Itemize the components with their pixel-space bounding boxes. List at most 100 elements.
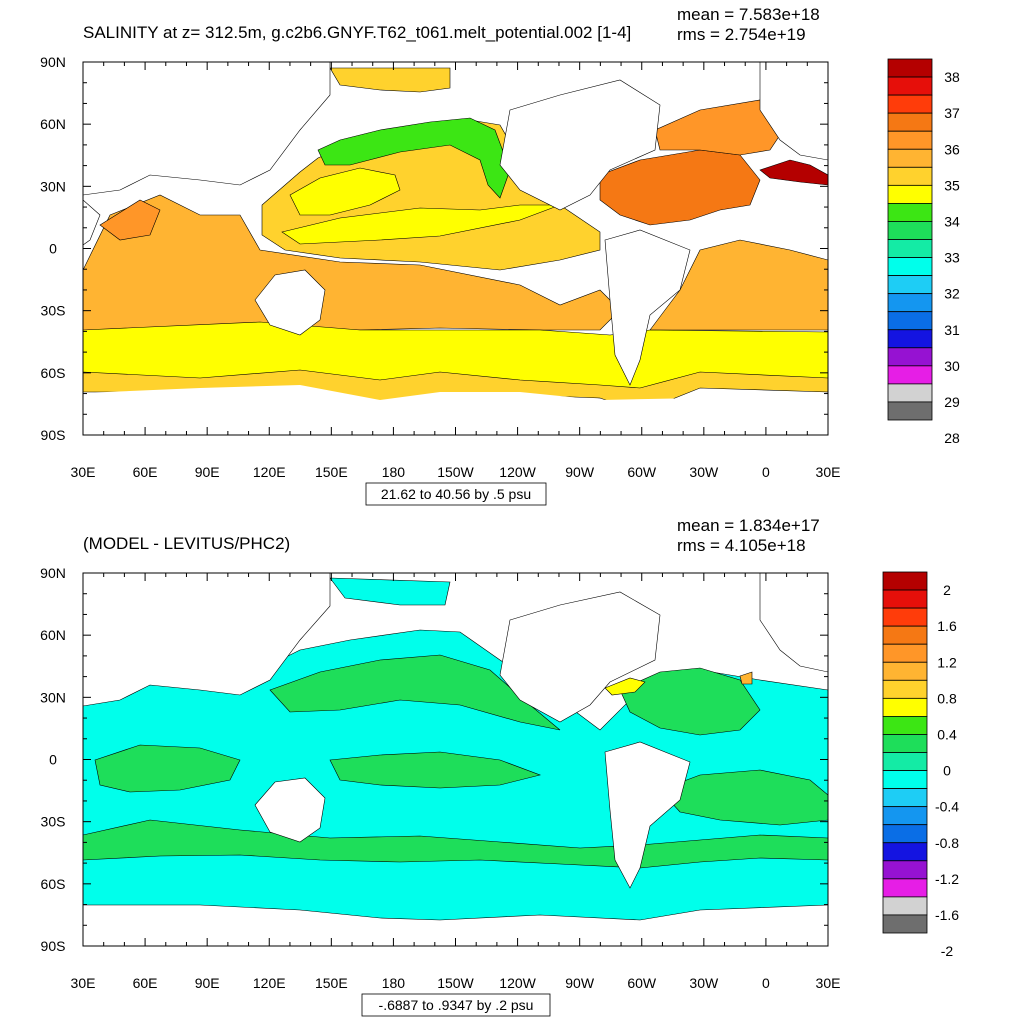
colorbar-box xyxy=(882,770,928,789)
top-axes: 30E 60E 90E 120E 150E 180 150W 120W 90W 60W 30W 0 30… xyxy=(40,54,840,480)
colorbar-label: 36 xyxy=(944,141,960,157)
colorbar-box xyxy=(882,661,928,681)
top-rms: rms = 2.754e+19 xyxy=(677,25,806,44)
colorbar-box xyxy=(887,94,933,114)
colorbar-box xyxy=(882,842,928,862)
colorbar-label: 33 xyxy=(944,250,960,266)
bottom-positive-band-north xyxy=(269,654,561,731)
y-tick-label: 90S xyxy=(41,938,66,954)
bottom-contour-info: -.6887 to .9347 by .2 psu xyxy=(379,997,534,1013)
bottom-contour-box xyxy=(361,993,551,1017)
top-australia-land xyxy=(254,269,326,336)
colorbar-label: -1.2 xyxy=(935,871,959,887)
colorbar-box xyxy=(882,860,928,880)
x-tick-label: 90W xyxy=(565,464,595,480)
bottom-positive-atlantic xyxy=(619,667,761,736)
top-colorbar: 38 37 36 35 34 33 32 31 30 29 28 xyxy=(887,58,960,446)
colorbar-box xyxy=(887,311,933,331)
bottom-rms: rms = 4.105e+18 xyxy=(677,536,806,555)
x-tick-label: 150W xyxy=(437,975,474,991)
colorbar-box xyxy=(887,166,933,186)
x-tick-label: 30W xyxy=(689,975,719,991)
x-tick-label: 120E xyxy=(253,975,286,991)
bottom-europe-land xyxy=(759,573,828,673)
top-north-subtropic-field xyxy=(289,167,401,216)
colorbar-box xyxy=(887,202,933,222)
bottom-map xyxy=(83,573,828,946)
x-tick-label: 30E xyxy=(71,464,96,480)
colorbar-label: 0 xyxy=(943,763,951,779)
y-tick-label: 30N xyxy=(40,178,66,194)
colorbar-box xyxy=(887,148,933,168)
top-panel: SALINITY at z= 312.5m, g.c2b6.GNYF.T62_t… xyxy=(40,5,960,506)
colorbar-box xyxy=(882,607,928,627)
x-tick-label: 60W xyxy=(627,464,657,480)
colorbar-label: 31 xyxy=(944,322,960,338)
colorbar-box xyxy=(887,401,933,421)
bottom-australia-land xyxy=(254,777,326,843)
x-tick-label: 120W xyxy=(499,464,536,480)
top-atlantic-gyre-field xyxy=(599,149,761,226)
top-eurasia-land xyxy=(83,62,331,196)
colorbar-box xyxy=(887,130,933,150)
colorbar-label: 1.2 xyxy=(937,654,957,670)
x-tick-label: 0 xyxy=(762,464,770,480)
bottom-eurasia-land xyxy=(83,573,331,707)
y-tick-label: 30N xyxy=(40,689,66,705)
colorbar-label: 38 xyxy=(944,69,960,85)
colorbar-box xyxy=(882,643,928,663)
colorbar-box xyxy=(882,788,928,808)
x-tick-label: 120W xyxy=(499,975,536,991)
colorbar-box xyxy=(887,383,933,403)
bottom-high-anomaly-med xyxy=(739,671,753,685)
colorbar-box xyxy=(882,589,928,609)
colorbar-label: 2 xyxy=(943,582,951,598)
y-tick-label: 90S xyxy=(41,427,66,443)
y-tick-label: 0 xyxy=(49,752,57,768)
x-tick-label: 60W xyxy=(627,975,657,991)
top-title: SALINITY at z= 312.5m, g.c2b6.GNYF.T62_t… xyxy=(83,23,631,42)
y-tick-label: 60S xyxy=(41,365,66,381)
colorbar-box xyxy=(887,58,933,78)
bottom-antarctica-land xyxy=(83,906,828,946)
x-tick-label: 90E xyxy=(195,975,220,991)
colorbar-label: 28 xyxy=(944,430,960,446)
colorbar-box xyxy=(882,625,928,645)
top-map xyxy=(83,62,828,435)
colorbar-label: 29 xyxy=(944,394,960,410)
x-tick-label: 180 xyxy=(382,975,406,991)
colorbar-label: 1.6 xyxy=(937,618,957,634)
top-contour-info: 21.62 to 40.56 by .5 psu xyxy=(381,486,531,502)
x-tick-label: 180 xyxy=(382,464,406,480)
y-tick-label: 90N xyxy=(40,54,66,70)
colorbar-box xyxy=(887,76,933,96)
colorbar-box xyxy=(887,257,933,276)
x-tick-label: 30E xyxy=(71,975,96,991)
colorbar-box xyxy=(887,293,933,313)
colorbar-box xyxy=(887,329,933,349)
colorbar-box xyxy=(882,679,928,699)
colorbar-box xyxy=(887,184,933,204)
x-tick-label: 30W xyxy=(689,464,719,480)
x-tick-label: 150E xyxy=(315,975,348,991)
y-tick-label: 30S xyxy=(41,814,66,830)
top-south-america-land xyxy=(604,229,691,386)
colorbar-label: -1.6 xyxy=(935,907,959,923)
top-europe-land xyxy=(759,62,828,161)
bottom-high-anomaly-atlantic xyxy=(604,677,646,696)
bottom-positive-east-atlantic xyxy=(659,769,828,826)
y-tick-label: 0 xyxy=(49,241,57,257)
x-tick-label: 90W xyxy=(565,975,595,991)
colorbar-label: 0.4 xyxy=(937,726,957,742)
colorbar-box xyxy=(882,878,928,898)
bottom-south-america-land xyxy=(604,741,691,889)
top-arabian-field xyxy=(99,199,161,241)
colorbar-label: 35 xyxy=(944,177,960,193)
top-subpolar-field xyxy=(317,117,511,199)
colorbar-box xyxy=(887,365,933,385)
top-africa-land xyxy=(83,199,101,246)
x-tick-label: 120E xyxy=(253,464,286,480)
y-tick-label: 60S xyxy=(41,876,66,892)
